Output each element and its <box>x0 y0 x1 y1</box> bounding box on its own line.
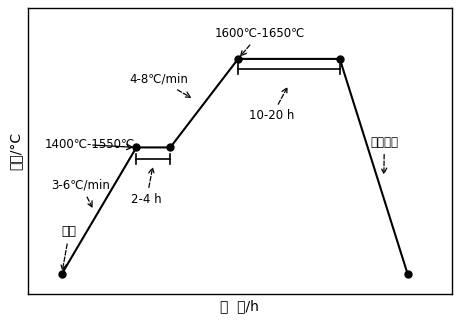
Text: 随炉冷却: 随炉冷却 <box>369 136 397 174</box>
Y-axis label: 温度/°C: 温度/°C <box>8 132 22 170</box>
Text: 10-20 h: 10-20 h <box>249 88 294 122</box>
Text: 2-4 h: 2-4 h <box>131 168 162 206</box>
Text: 3-6℃/min: 3-6℃/min <box>51 179 110 207</box>
Text: 1400℃-1550℃: 1400℃-1550℃ <box>45 138 135 151</box>
Text: 4-8℃/min: 4-8℃/min <box>129 73 190 97</box>
Text: 1600℃-1650℃: 1600℃-1650℃ <box>214 27 304 56</box>
Text: 室温: 室温 <box>61 225 77 270</box>
X-axis label: 时  间/h: 时 间/h <box>220 300 259 314</box>
